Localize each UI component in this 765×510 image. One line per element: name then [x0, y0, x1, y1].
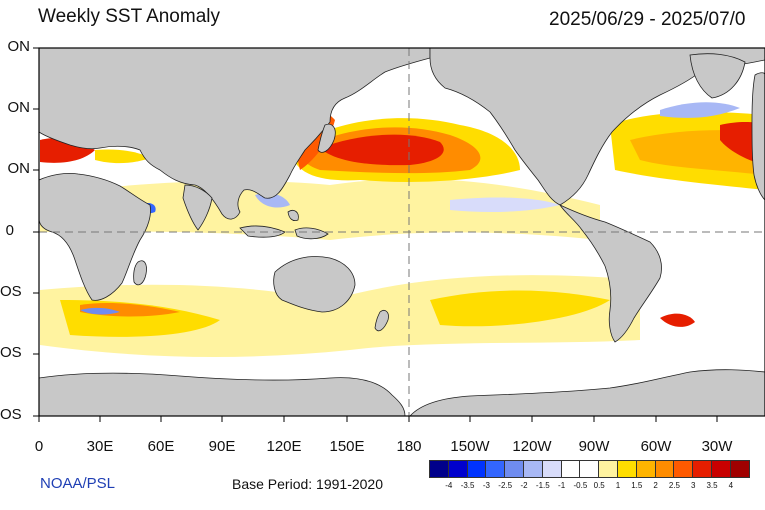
lon-label: 0 — [34, 438, 44, 455]
colorbar-tick-label: 1 — [615, 481, 621, 490]
africa — [39, 172, 151, 301]
greenland — [689, 53, 746, 99]
credit-label: NOAA/PSL — [40, 475, 116, 492]
colorbar-tick-label: 3.5 — [706, 481, 718, 490]
colorbar-cell — [579, 460, 600, 478]
colorbar-tick-label: -2.5 — [498, 481, 513, 490]
colorbar-cell — [466, 460, 487, 478]
colorbar-tick-label: -3.5 — [460, 481, 475, 490]
map-title: Weekly SST Anomaly — [38, 6, 220, 27]
colorbar-cell — [560, 460, 581, 478]
colorbar-tick-label: -3 — [482, 481, 490, 490]
antarctica — [39, 372, 406, 416]
colorbar-tick-label: -1.5 — [535, 481, 550, 490]
lon-label: 120E — [266, 438, 302, 455]
colorbar-tick-label: -4 — [445, 481, 453, 490]
base-period-label: Base Period: 1991-2020 — [232, 476, 383, 492]
colorbar-cell — [673, 460, 694, 478]
colorbar — [429, 460, 750, 478]
date-range: 2025/06/29 - 2025/07/0 — [549, 9, 746, 30]
lat-label: OS — [0, 344, 22, 361]
lon-label: 120W — [512, 438, 552, 455]
colorbar-tick-label: 1.5 — [631, 481, 643, 490]
lat-label: ON — [7, 160, 31, 177]
lat-label: 0 — [5, 222, 14, 239]
colorbar-tick-label: 3 — [690, 481, 696, 490]
lon-label: 60E — [147, 438, 175, 455]
axis-ticks — [33, 47, 718, 422]
colorbar-cell — [616, 460, 637, 478]
colorbar-cell — [692, 460, 712, 478]
madagascar — [133, 260, 147, 286]
lat-label: ON — [7, 38, 31, 55]
lon-label: 180 — [396, 438, 422, 455]
lon-label: 90W — [578, 438, 610, 455]
lon-label: 30E — [86, 438, 114, 455]
colorbar-cell — [654, 460, 675, 478]
lon-label: 90E — [208, 438, 236, 455]
colorbar-cell — [729, 460, 750, 478]
colorbar-cell — [504, 460, 524, 478]
colorbar-cell — [710, 460, 731, 478]
lon-label: 150E — [329, 438, 365, 455]
europe-east-edge — [751, 72, 765, 201]
japan — [317, 123, 336, 153]
colorbar-cell — [429, 460, 449, 478]
lat-label: ON — [7, 99, 31, 116]
colorbar-cell — [598, 460, 618, 478]
lat-label: OS — [0, 406, 22, 423]
australia — [273, 256, 356, 313]
india — [182, 184, 213, 231]
eurasia — [39, 48, 431, 220]
colorbar-cell — [541, 460, 562, 478]
land-masses — [39, 48, 765, 416]
lat-label: OS — [0, 283, 22, 300]
colorbar-cell — [635, 460, 656, 478]
lon-label: 60W — [640, 438, 672, 455]
colorbar-tick-label: 0.5 — [593, 481, 605, 490]
colorbar-tick-label: -1 — [558, 481, 566, 490]
colorbar-tick-label: -2 — [520, 481, 528, 490]
colorbar-tick-label: 2.5 — [668, 481, 680, 490]
new-zealand — [374, 310, 389, 332]
colorbar-tick-label: -0.5 — [573, 481, 588, 490]
colorbar-tick-label: 2 — [653, 481, 658, 490]
lon-label: 150W — [450, 438, 490, 455]
lon-label: 30W — [701, 438, 733, 455]
colorbar-cell — [447, 460, 468, 478]
colorbar-cell — [485, 460, 506, 478]
colorbar-cell — [522, 460, 543, 478]
colorbar-tick-label: 4 — [728, 481, 734, 490]
